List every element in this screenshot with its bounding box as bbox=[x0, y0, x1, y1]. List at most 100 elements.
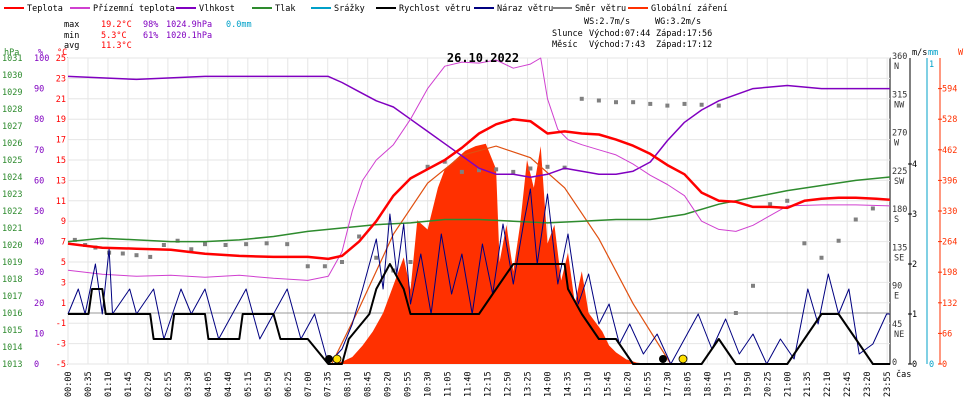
wind-direction-point bbox=[648, 101, 653, 106]
humidity-axis-tick: 0 bbox=[34, 360, 39, 370]
x-tick: 02:20 bbox=[144, 371, 154, 397]
wind-direction-point bbox=[72, 237, 77, 242]
x-tick: 07:00 bbox=[304, 371, 314, 397]
series-tlak bbox=[67, 176, 891, 243]
wind-direction-point bbox=[189, 247, 194, 252]
wind-dir-cardinal: NE bbox=[894, 330, 904, 340]
axes: 1013101410151016101710181019102010211022… bbox=[2, 48, 964, 397]
x-tick: 14:00 bbox=[544, 371, 554, 397]
temperature-axis-tick: 9 bbox=[61, 217, 66, 227]
wind-direction-point bbox=[545, 164, 550, 169]
temperature-axis-tick: 3 bbox=[61, 278, 66, 288]
wind-direction-point bbox=[785, 198, 790, 203]
wind-direction-point bbox=[305, 264, 310, 269]
x-tick: 08:10 bbox=[344, 371, 354, 397]
wind-dir-tick: 45 bbox=[892, 320, 902, 330]
pressure-axis-tick: 1023 bbox=[2, 190, 22, 200]
x-tick: 11:05 bbox=[444, 371, 454, 397]
x-tick: 03:30 bbox=[184, 371, 194, 397]
wind-direction-point bbox=[357, 234, 362, 239]
pressure-axis-tick: 1029 bbox=[2, 88, 22, 98]
temperature-axis-tick: 11 bbox=[56, 197, 66, 207]
radiation-tick: 132 bbox=[942, 299, 957, 309]
wind-direction-point bbox=[853, 217, 858, 222]
wind-direction-point bbox=[408, 260, 413, 264]
temperature-axis-tick: 21 bbox=[56, 95, 66, 105]
humidity-axis-tick: 20 bbox=[34, 299, 44, 309]
radiation-tick: 594 bbox=[942, 85, 957, 95]
stats-min-temp: 5.3°C bbox=[101, 31, 127, 41]
x-tick: 01:10 bbox=[104, 371, 114, 397]
radiation-tick: 330 bbox=[942, 207, 957, 217]
wind-direction-point bbox=[751, 283, 755, 288]
temperature-axis-tick: 5 bbox=[61, 258, 66, 268]
radiation-tick: 198 bbox=[942, 268, 957, 278]
wind-direction-point bbox=[716, 103, 721, 108]
wind-direction-point bbox=[614, 100, 618, 105]
legend-label: Rychlost větru bbox=[399, 4, 471, 14]
x-tick: 16:55 bbox=[643, 371, 653, 397]
x-tick: 16:20 bbox=[623, 371, 633, 397]
axis-unit: % bbox=[38, 48, 43, 58]
wind-direction-point bbox=[528, 166, 533, 171]
radiation-tick: 528 bbox=[942, 115, 957, 125]
wind-dir-tick: 180 bbox=[892, 205, 907, 215]
stats-avg-label: avg bbox=[64, 41, 79, 51]
axis-unit: m/s bbox=[912, 48, 927, 58]
stats-max-hum: 98% bbox=[143, 20, 158, 30]
wind-direction-point bbox=[442, 159, 447, 164]
pressure-axis-tick: 1014 bbox=[2, 343, 22, 353]
humidity-axis-tick: 90 bbox=[34, 85, 44, 95]
humidity-axis-tick: 30 bbox=[34, 268, 44, 278]
sun-moon-info: WS:2.7m/s WG:3.2m/s Slunce Východ:07:44 … bbox=[552, 17, 712, 50]
legend-label: Směr větru bbox=[575, 4, 626, 14]
pressure-axis-tick: 1017 bbox=[2, 292, 22, 302]
wind-direction-point bbox=[459, 169, 464, 174]
wind-direction-point bbox=[511, 169, 516, 174]
rain-tick: 0 bbox=[929, 360, 934, 370]
temperature-axis-tick: 17 bbox=[56, 136, 66, 146]
pressure-axis-tick: 1028 bbox=[2, 105, 22, 115]
wind-dir-tick: 225 bbox=[892, 167, 907, 177]
wind-direction-point bbox=[161, 243, 166, 247]
wind-dir-tick: 315 bbox=[892, 90, 907, 100]
wind-speed-tick: 3 bbox=[912, 210, 917, 220]
wind-speed-tick: 1 bbox=[912, 310, 917, 320]
x-tick: 04:05 bbox=[204, 371, 214, 397]
series-teplota bbox=[67, 117, 891, 261]
wind-direction-point bbox=[264, 241, 269, 246]
humidity-axis-tick: 50 bbox=[34, 207, 44, 217]
stats-min-press: 1020.1hPa bbox=[166, 31, 212, 41]
temperature-axis-tick: -1 bbox=[56, 319, 66, 329]
wind-direction-point bbox=[244, 242, 249, 247]
radiation-tick: 462 bbox=[942, 146, 957, 156]
humidity-axis-tick: 100 bbox=[34, 54, 49, 64]
radiation-tick: 396 bbox=[942, 176, 957, 186]
pressure-axis-tick: 1021 bbox=[2, 224, 22, 234]
legend-label: Přízemní teplota bbox=[93, 4, 175, 14]
radiation-tick: 0 bbox=[942, 360, 947, 370]
wind-dir-tick: 360 bbox=[892, 52, 907, 62]
wind-dir-cardinal: W bbox=[894, 139, 900, 149]
x-tick: 05:15 bbox=[244, 371, 254, 397]
pressure-axis-tick: 1015 bbox=[2, 326, 22, 336]
stats-max-temp: 19.2°C bbox=[101, 20, 132, 30]
wind-direction-point bbox=[340, 260, 344, 264]
sunset-marker bbox=[678, 354, 688, 364]
x-tick: 01:45 bbox=[124, 371, 134, 397]
axis-unit: °C bbox=[57, 48, 67, 58]
pressure-axis-tick: 1022 bbox=[2, 207, 22, 217]
x-tick: 18:40 bbox=[703, 371, 713, 397]
x-tick: 23:55 bbox=[883, 371, 893, 397]
x-tick: 17:30 bbox=[663, 371, 673, 397]
legend-label: Náraz větru bbox=[497, 4, 553, 14]
wind-direction-point bbox=[322, 264, 327, 269]
series-teoreticke-zareni bbox=[331, 145, 672, 365]
stats-avg-temp: 11.3°C bbox=[101, 41, 132, 51]
wind-dir-cardinal: E bbox=[894, 292, 899, 302]
x-tick: 19:50 bbox=[743, 371, 753, 397]
wind-direction-point bbox=[870, 206, 875, 211]
humidity-axis-tick: 60 bbox=[34, 176, 44, 186]
series-globalni-zareni bbox=[331, 143, 651, 364]
